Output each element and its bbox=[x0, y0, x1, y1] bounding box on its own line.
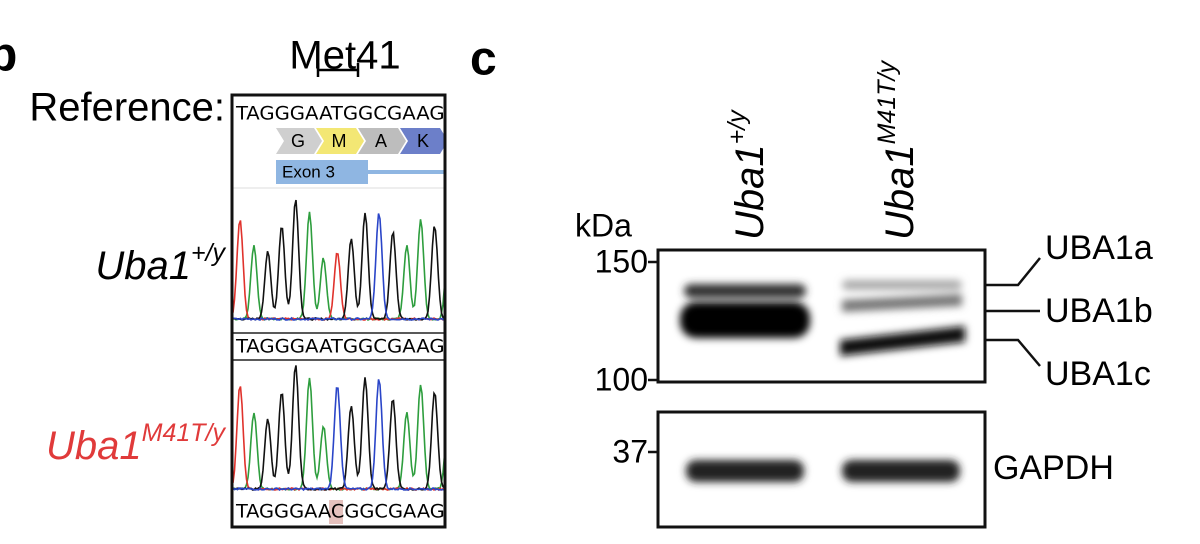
amino-acid: A bbox=[375, 131, 387, 151]
genotype-label: Uba1M41T/y bbox=[46, 419, 226, 468]
genotype-label: Uba1+/y bbox=[95, 239, 226, 288]
band-label: UBA1c bbox=[1045, 355, 1151, 393]
lane-label: Uba1M41T/y bbox=[873, 60, 922, 240]
reference-sequence: TAGGGAATGGCGAAGA bbox=[235, 103, 458, 125]
amino-acid: M bbox=[332, 131, 347, 151]
marker-label: 150 bbox=[595, 243, 648, 279]
gene: Uba1 bbox=[728, 144, 772, 240]
lane-label: Uba1+/y bbox=[723, 109, 772, 240]
amino-acid: G bbox=[291, 131, 305, 151]
marker-ticks bbox=[648, 260, 658, 454]
blot-bands bbox=[680, 280, 965, 482]
exon-label: Exon 3 bbox=[282, 162, 335, 181]
genotype: M41T/y bbox=[142, 419, 227, 447]
panel-label: b bbox=[0, 29, 17, 82]
aa-chevron bbox=[276, 128, 322, 154]
aa-chevron bbox=[358, 128, 406, 154]
genotype: +/y bbox=[723, 109, 751, 145]
blot-box bbox=[656, 410, 987, 529]
aa-chevron bbox=[400, 128, 444, 154]
codon-bracket bbox=[316, 63, 360, 77]
track-sequence: TAGGGAATGGCGAAGA bbox=[235, 336, 458, 358]
chromatogram-trace bbox=[233, 213, 444, 321]
unit-label: kDa bbox=[575, 207, 632, 243]
panel-label: c bbox=[470, 33, 497, 86]
genotype: +/y bbox=[191, 239, 227, 267]
amino-acid: K bbox=[417, 131, 429, 151]
marker-label: 100 bbox=[595, 361, 648, 397]
mutation-highlight bbox=[329, 500, 343, 524]
sequence-box bbox=[230, 93, 447, 529]
band-label: UBA1a bbox=[1045, 229, 1153, 267]
exon-bar bbox=[276, 160, 368, 184]
loading-control-label: GAPDH bbox=[993, 449, 1114, 487]
aa-chevron bbox=[316, 128, 364, 154]
gene: Uba1 bbox=[95, 244, 191, 288]
genotype: M41T/y bbox=[873, 60, 901, 145]
gene: Uba1 bbox=[46, 424, 142, 468]
band-label: UBA1b bbox=[1045, 292, 1153, 330]
band-leaders bbox=[985, 257, 1041, 367]
reference-label: Reference: bbox=[29, 86, 225, 130]
marker-label: 37 bbox=[612, 433, 648, 469]
blot-box bbox=[656, 248, 987, 384]
chromatogram-trace bbox=[233, 379, 444, 492]
track-sequence: TAGGGAACGGCGAAGA bbox=[235, 501, 458, 523]
gene: Uba1 bbox=[878, 144, 922, 240]
